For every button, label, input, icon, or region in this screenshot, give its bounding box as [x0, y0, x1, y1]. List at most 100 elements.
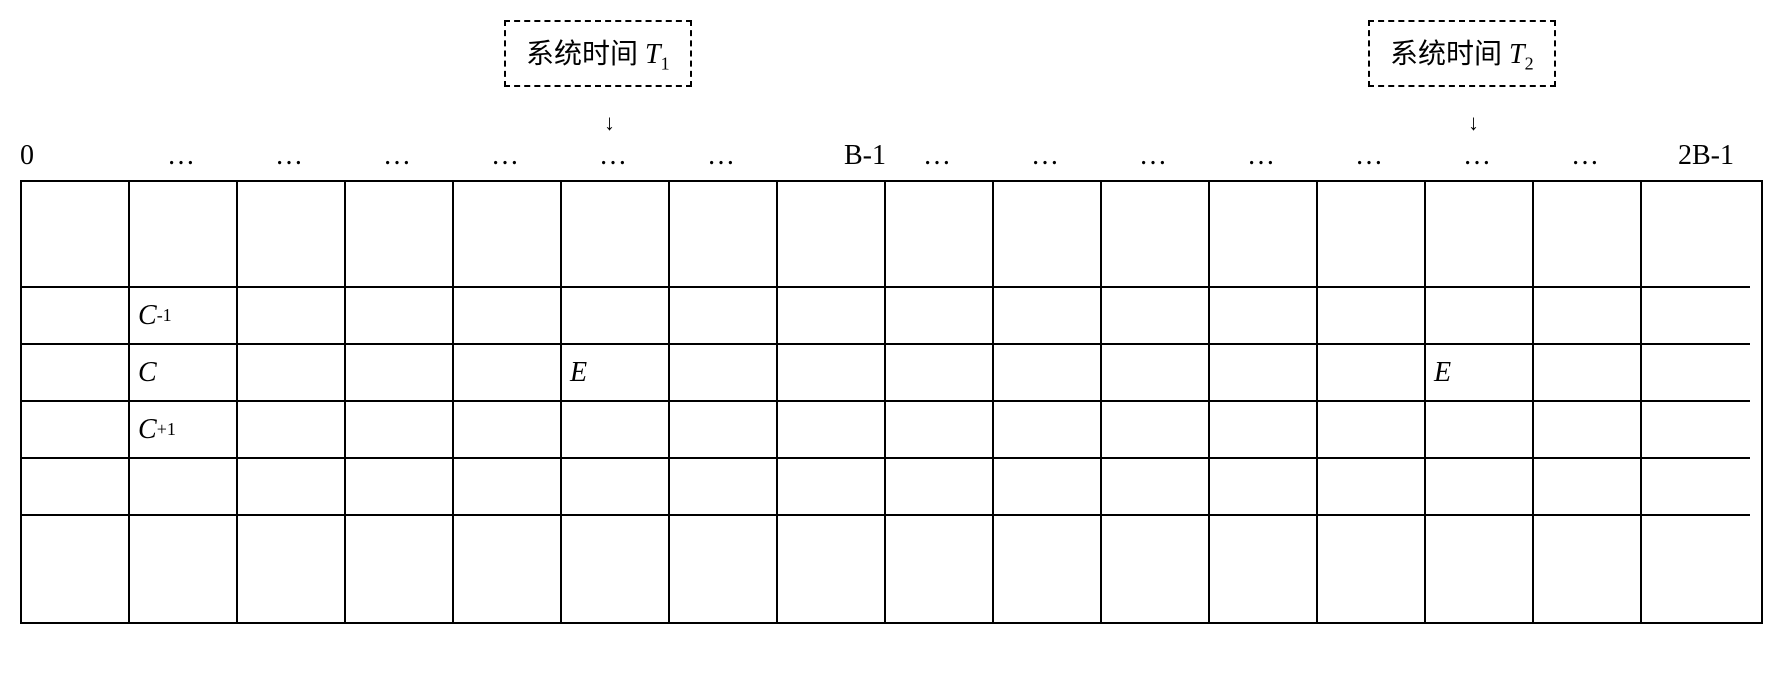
grid-cell [22, 516, 130, 622]
grid-cell [454, 402, 562, 459]
grid-cell: C+1 [130, 402, 238, 459]
top-labels-row: 系统时间 T1 系统时间 T2 [20, 20, 1763, 110]
grid-cell [778, 345, 886, 402]
system-time-label: 系统时间 T1 [504, 20, 692, 87]
grid-cell [1642, 516, 1750, 622]
column-header: … [1355, 140, 1383, 172]
grid-cell [1210, 182, 1318, 288]
column-header: … [1571, 140, 1599, 172]
grid-cell [130, 459, 238, 516]
grid-cell [1642, 459, 1750, 516]
grid-cell [454, 288, 562, 345]
grid-cell [886, 182, 994, 288]
grid-cell: C-1 [130, 288, 238, 345]
column-header: … [599, 140, 627, 172]
grid-cell [22, 459, 130, 516]
grid-cell [238, 402, 346, 459]
grid-cell [670, 516, 778, 622]
grid-cell [778, 459, 886, 516]
grid-cell [1210, 459, 1318, 516]
grid-cell [1102, 516, 1210, 622]
column-header: … [491, 140, 519, 172]
grid-cell [886, 459, 994, 516]
grid-cell [778, 402, 886, 459]
grid-cell [994, 402, 1102, 459]
grid-cell [886, 288, 994, 345]
grid-cell [1318, 402, 1426, 459]
grid-cell [1318, 459, 1426, 516]
column-header: … [167, 140, 195, 172]
grid-cell [346, 345, 454, 402]
grid-cell [1426, 402, 1534, 459]
column-headers-row: 0………………B-1…………………2B-1 [20, 140, 1763, 180]
grid-cell [1210, 402, 1318, 459]
grid-cell [1210, 516, 1318, 622]
grid-cell [1318, 516, 1426, 622]
grid-cell [238, 516, 346, 622]
grid-cell [778, 182, 886, 288]
grid-cell [1426, 459, 1534, 516]
grid-cell [886, 402, 994, 459]
grid-cell [670, 288, 778, 345]
grid-cell [130, 516, 238, 622]
grid-cell [1426, 288, 1534, 345]
column-header: … [383, 140, 411, 172]
grid-cell [994, 516, 1102, 622]
column-header: … [1247, 140, 1275, 172]
column-header: … [275, 140, 303, 172]
grid-cell [238, 345, 346, 402]
grid-cell [778, 288, 886, 345]
grid-cell [1534, 402, 1642, 459]
column-header: … [1139, 140, 1167, 172]
grid-cell [454, 182, 562, 288]
grid-cell [346, 182, 454, 288]
grid-cell [562, 516, 670, 622]
grid-cell [670, 182, 778, 288]
grid-cell [670, 345, 778, 402]
grid-cell [994, 345, 1102, 402]
grid-cell [1102, 402, 1210, 459]
grid-cell [22, 288, 130, 345]
grid-cell [22, 402, 130, 459]
grid-cell [1318, 288, 1426, 345]
grid-cell [454, 516, 562, 622]
grid-cell [1534, 288, 1642, 345]
grid-cell [1642, 288, 1750, 345]
column-header: 0 [20, 140, 34, 172]
system-time-label: 系统时间 T2 [1368, 20, 1556, 87]
column-header: … [1031, 140, 1059, 172]
grid-cell [1642, 402, 1750, 459]
grid-cell [1534, 516, 1642, 622]
grid-cell [238, 459, 346, 516]
arrows-row: ↓↓ [20, 110, 1763, 140]
grid-cell [1102, 459, 1210, 516]
arrow-down-icon: ↓ [604, 110, 615, 136]
grid-cell [670, 459, 778, 516]
grid-cell [562, 402, 670, 459]
grid-cell [1210, 288, 1318, 345]
diagram-container: 系统时间 T1系统时间 T2 ↓↓ 0………………B-1…………………2B-1 … [20, 20, 1763, 624]
main-grid: C-1CEEC+1 [20, 180, 1763, 624]
grid-cell: C [130, 345, 238, 402]
grid-cell [238, 288, 346, 345]
grid-cell [994, 459, 1102, 516]
grid-cell [1426, 516, 1534, 622]
grid-cell [1534, 182, 1642, 288]
grid-cell [346, 288, 454, 345]
grid-cell [562, 182, 670, 288]
grid-cell [1102, 288, 1210, 345]
grid-cell [1642, 345, 1750, 402]
grid-cell [346, 516, 454, 622]
grid-cell [1426, 182, 1534, 288]
grid-cell [1318, 345, 1426, 402]
grid-cell [1210, 345, 1318, 402]
grid-cell: E [562, 345, 670, 402]
grid-cell [562, 288, 670, 345]
grid-cell [346, 402, 454, 459]
grid-cell [994, 182, 1102, 288]
grid-cell [130, 182, 238, 288]
grid-cell [454, 345, 562, 402]
grid-cell [22, 182, 130, 288]
column-header: 2B-1 [1678, 140, 1734, 172]
grid-cell [994, 288, 1102, 345]
